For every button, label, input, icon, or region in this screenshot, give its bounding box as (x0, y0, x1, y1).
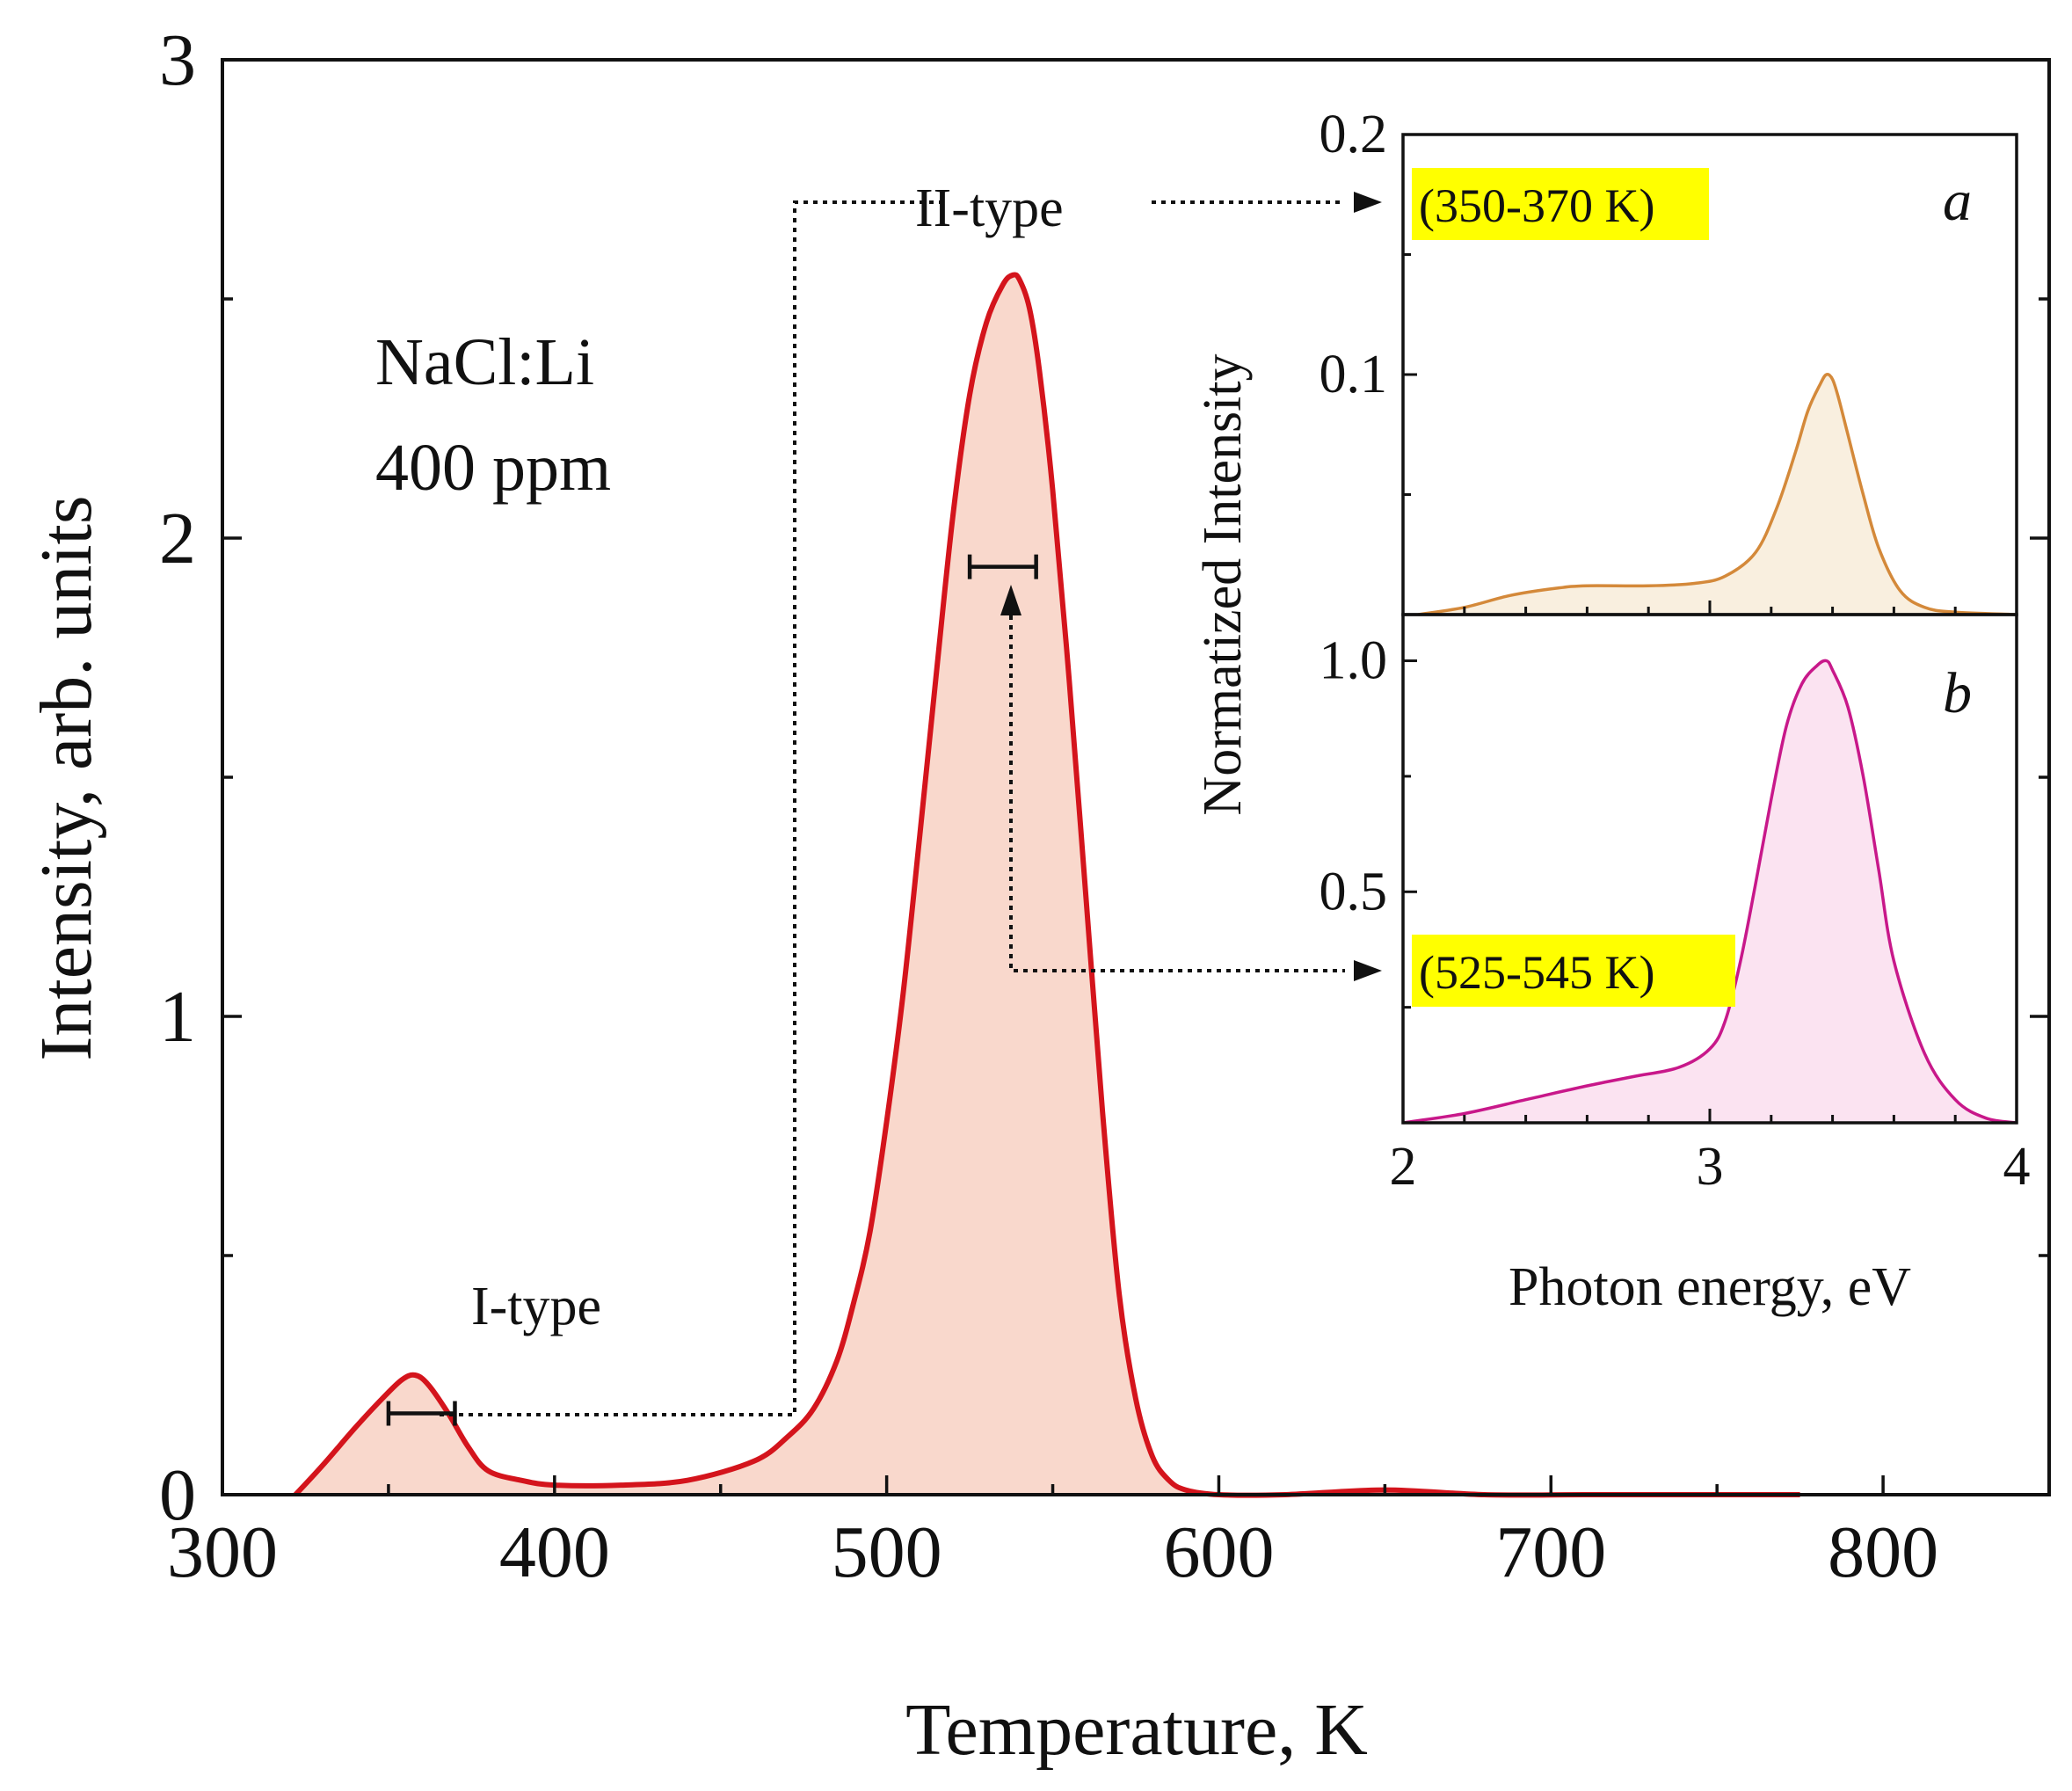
y-axis-title: Intensity, arb. units (25, 495, 107, 1060)
x-tick-label: 300 (167, 1511, 278, 1593)
y-tick-label: 1 (159, 976, 196, 1058)
y-tick-label: 3 (159, 19, 196, 101)
range-tag-a-highlight (1412, 168, 1709, 240)
inset-b-y-tick-label: 1.0 (1320, 631, 1388, 691)
x-tick-label: 600 (1163, 1511, 1274, 1593)
inset-x-tick-label: 2 (1390, 1137, 1417, 1197)
x-tick-label: 500 (832, 1511, 942, 1593)
x-tick-label: 800 (1828, 1511, 1938, 1593)
inset-b-area-fill (1403, 660, 2017, 1123)
peak2-type-label: II-type (915, 178, 1064, 238)
x-tick-label: 700 (1495, 1511, 1606, 1593)
inset-b-series-line (1402, 659, 2017, 1125)
inset-b-y-tick-label: 0.5 (1320, 862, 1388, 921)
range-tag-a: (350-370 K) (1419, 179, 1654, 232)
x-tick-label: 400 (499, 1511, 610, 1593)
main-ticks (221, 58, 2051, 1496)
main-area-fill (295, 274, 1800, 1496)
range-tag-b: (525-545 K) (1419, 946, 1654, 999)
arrowhead-peak2 (1000, 585, 1021, 615)
arrowhead-inset-b (1354, 960, 1382, 981)
inset-x-axis-title: Photon energy, eV (1509, 1257, 1911, 1317)
inset-tick-labels: 2 3 4 0.1 0.2 0.5 1.0 (1320, 105, 2031, 1197)
panel-letter-a: a (1943, 169, 1972, 233)
x-axis-title: Temperature, K (905, 1689, 1368, 1771)
main-series-line (293, 272, 1800, 1498)
inset-a-y-tick-label: 0.1 (1320, 345, 1388, 404)
y-tick-label: 2 (159, 498, 196, 579)
main-tick-labels: 300 400 500 600 700 800 0 1 2 3 (159, 19, 1938, 1593)
main-plot: 300 400 500 600 700 800 0 1 2 3 Temperature, K In… (25, 19, 2051, 1771)
sample-label-line2: 400 ppm (375, 431, 611, 505)
inset-a-area-fill (1418, 374, 2017, 615)
inset-y-axis-title: Normatized Intensity (1193, 353, 1253, 815)
range-tag-b-highlight (1412, 935, 1735, 1007)
sample-label-line1: NaCl:Li (375, 325, 594, 399)
peak1-type-label: I-type (471, 1277, 601, 1336)
inset-x-tick-label: 3 (1697, 1137, 1724, 1197)
inset-a-series-line (1418, 373, 2017, 616)
inset-ticks (1401, 133, 2018, 1125)
peak2-window-bar (967, 554, 1038, 579)
inset-panel: 2 3 40.10.20.51.0 (350-370 K) (525-545 K) … (1193, 105, 2031, 1317)
inset-x-tick-label: 4 (2003, 1137, 2031, 1197)
inset-a-y-tick-label: 0.2 (1320, 105, 1388, 164)
y-tick-label: 0 (159, 1454, 196, 1536)
connector-peak1-to-inset-a (440, 200, 945, 1416)
panel-letter-b: b (1943, 661, 1972, 725)
arrowhead-inset-a (1354, 192, 1382, 213)
connector-peak2-to-inset-b (1009, 615, 1345, 972)
